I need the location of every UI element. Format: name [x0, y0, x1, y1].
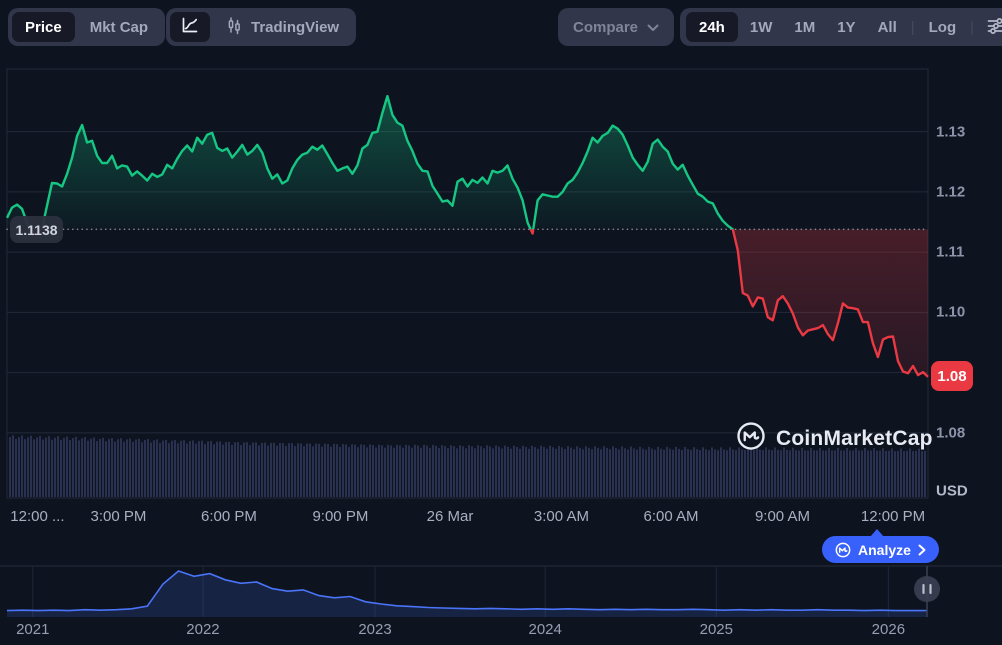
range-1m[interactable]: 1M: [784, 12, 825, 42]
price-area-up: [7, 96, 733, 230]
separator: |: [970, 18, 975, 36]
compare-label: Compare: [573, 18, 639, 36]
navigator-resize-handle[interactable]: [914, 576, 940, 602]
price-line-up: [5, 94, 735, 230]
y-axis-label: 1.13: [936, 123, 966, 141]
tradingview-label: TradingView: [251, 18, 340, 36]
chevron-right-icon: [918, 544, 926, 556]
tab-mkt-cap[interactable]: Mkt Cap: [77, 12, 161, 42]
navigator-line: [6, 570, 927, 612]
analyze-logo-icon: [835, 542, 851, 558]
chevron-down-icon: [647, 19, 659, 36]
x-axis-label: 26 Mar: [426, 508, 474, 525]
range-1w[interactable]: 1W: [740, 12, 783, 42]
y-axis-label: 1.10: [936, 303, 966, 321]
candlestick-icon: [225, 16, 243, 39]
year-label: 2024: [528, 621, 562, 638]
range-selector: 24h 1W 1M 1Y All | Log |: [680, 8, 1002, 46]
line-chart-style-button[interactable]: [170, 12, 210, 42]
log-scale-button[interactable]: Log: [919, 12, 967, 42]
y-axis-label: 1.11: [936, 243, 965, 261]
x-axis-label: 6:00 PM: [201, 508, 257, 525]
compare-button[interactable]: Compare: [558, 8, 675, 46]
separator: |: [910, 18, 915, 36]
x-axis-label: 9:00 PM: [312, 508, 369, 525]
tab-price[interactable]: Price: [12, 12, 75, 42]
x-axis-label: 3:00 PM: [90, 508, 147, 525]
tradingview-style-button[interactable]: TradingView: [212, 12, 352, 42]
axis-unit-label: USD: [936, 482, 968, 500]
y-axis-label: 1.12: [936, 183, 966, 201]
sliders-icon: [986, 17, 1002, 38]
x-axis-label: 3:00 AM: [533, 508, 589, 525]
chart-style-toggle: TradingView: [166, 8, 357, 46]
volume-bars: [9, 435, 926, 497]
price-line-down: [28, 229, 929, 378]
year-label: 2022: [186, 621, 220, 638]
x-axis-label: 12:00 PM: [860, 508, 926, 525]
year-label: 2025: [699, 621, 733, 638]
x-axis-label: 9:00 AM: [754, 508, 810, 525]
x-axis-label: 6:00 AM: [643, 508, 699, 525]
year-label: 2021: [16, 621, 50, 638]
chart-metric-toggle: Price Mkt Cap: [8, 8, 166, 46]
range-all[interactable]: All: [868, 12, 907, 42]
watermark-text: CoinMarketCap: [776, 426, 933, 450]
open-price-badge: 1.1138: [10, 216, 63, 243]
y-axis-label: 1.08: [936, 424, 966, 442]
x-axis-label: 12:00 ...: [10, 508, 65, 525]
analyze-button[interactable]: Analyze: [822, 529, 939, 563]
range-1y[interactable]: 1Y: [827, 12, 865, 42]
chart-settings-button[interactable]: [978, 12, 1002, 42]
year-label: 2026: [871, 621, 906, 638]
coinmarketcap-watermark: CoinMarketCap: [736, 421, 933, 456]
line-chart-icon: [181, 16, 199, 38]
last-price-badge: 1.08: [931, 361, 973, 391]
year-label: 2023: [358, 621, 392, 638]
coinmarketcap-logo-icon: [736, 421, 766, 456]
range-24h[interactable]: 24h: [686, 12, 738, 42]
price-area-down: [7, 229, 928, 377]
analyze-label: Analyze: [858, 541, 911, 558]
